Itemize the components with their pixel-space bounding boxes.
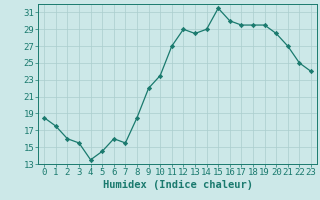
X-axis label: Humidex (Indice chaleur): Humidex (Indice chaleur) (103, 180, 252, 190)
